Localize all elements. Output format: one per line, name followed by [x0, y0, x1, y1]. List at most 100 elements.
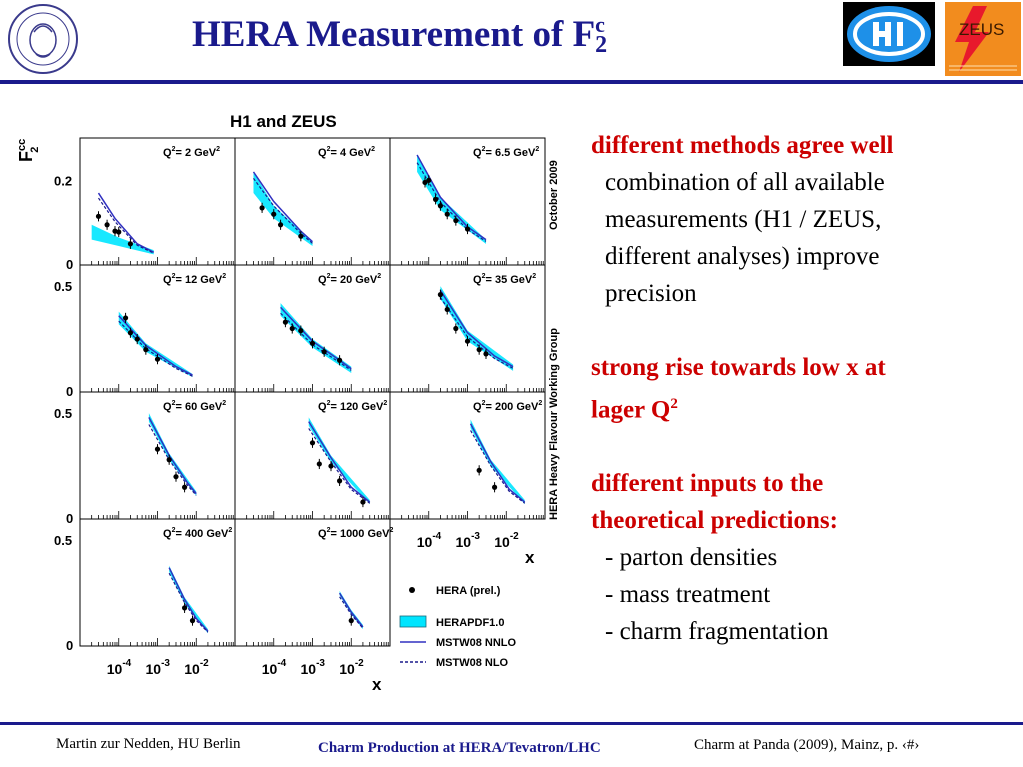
mstw-nnlo-curve	[148, 417, 197, 495]
bullet-heading-rise-2: lager Q2	[591, 396, 678, 424]
x-tick-label: 10-3	[146, 658, 171, 677]
data-point	[95, 213, 102, 219]
x-tick-label: 10-3	[456, 531, 481, 550]
mstw-nnlo-curve	[97, 192, 155, 253]
x-tick-label: 10-4	[107, 658, 132, 677]
x-tick-label: 10-4	[417, 531, 442, 550]
data-point	[321, 349, 327, 355]
panel-frame	[389, 264, 546, 393]
panel-q2-label: Q2= 120 GeV2	[318, 400, 387, 413]
herapdf-band	[470, 419, 525, 505]
legend-label: MSTW08 NNLO	[436, 637, 517, 649]
data-point	[444, 306, 450, 313]
bullet-heading-inputs: different inputs to the	[591, 470, 824, 498]
data-point	[336, 478, 343, 484]
panel-q2-label: Q2= 12 GeV2	[163, 273, 226, 286]
legend-marker-points	[409, 587, 415, 593]
data-point	[173, 474, 179, 480]
bullet-item: - parton densities	[605, 544, 778, 572]
panel-q2-label: Q2= 20 GeV2	[318, 273, 381, 286]
panel-q2-label: Q2= 400 GeV2	[163, 527, 232, 540]
data-point	[453, 325, 459, 332]
panel-q2-label: Q2= 60 GeV2	[163, 400, 226, 413]
data-point	[154, 446, 161, 452]
data-point	[437, 203, 444, 209]
data-point	[127, 330, 134, 336]
bullet-line: precision	[605, 280, 697, 307]
herapdf-band	[148, 413, 197, 496]
mstw-nnlo-curve	[439, 289, 514, 368]
panel-q2-label: Q2= 1000 GeV2	[318, 527, 394, 540]
footer-conference: Charm at Panda (2009), Mainz, p. ‹#›	[694, 737, 920, 753]
y-tick-label: 0	[66, 511, 73, 526]
zeus-logo-text: ZEUS	[959, 20, 1005, 39]
mstw-nnlo-curve	[168, 567, 209, 632]
data-point	[289, 325, 295, 332]
panel-frame	[79, 137, 236, 266]
x-tick-label: 10-2	[339, 658, 364, 677]
header-rule	[0, 80, 1023, 84]
footer-talk-title: Charm Production at HERA/Tevatron/LHC	[318, 740, 601, 756]
f2c-figure: H1 and ZEUS Fcc2 Q2= 2 GeV2 0.2 0 Q2= 4 GeV2 Q…	[16, 112, 560, 694]
data-point	[181, 605, 188, 611]
y-tick-label: 0.5	[54, 533, 72, 548]
data-point	[122, 315, 129, 321]
panel-frame	[79, 518, 236, 647]
y-tick-label: 0.5	[54, 406, 72, 421]
bullet-item: - charm fragmentation	[605, 618, 829, 646]
data-point	[309, 440, 316, 446]
mstw-nnlo-curve	[308, 421, 371, 503]
data-point	[259, 205, 265, 211]
data-point	[316, 461, 322, 467]
panel-frame	[79, 264, 236, 393]
bullet-line: combination of all available	[605, 169, 885, 196]
y-tick-label: 0	[66, 638, 73, 653]
mstw-nlo-curve	[97, 197, 155, 254]
y-tick-label: 0.2	[54, 173, 72, 188]
x-axis-label: x	[372, 675, 382, 694]
data-point	[309, 340, 316, 346]
side-label-date: October 2009	[548, 160, 560, 230]
mstw-nnlo-curve	[469, 423, 526, 503]
x-axis-label: x	[525, 548, 535, 567]
x-tick-label: 10-2	[184, 658, 209, 677]
mstw-nlo-curve	[470, 430, 526, 504]
panel-q2-label: Q2= 4 GeV2	[318, 146, 375, 159]
y-tick-label: 0	[66, 384, 73, 399]
data-point	[127, 241, 134, 247]
x-tick-label: 10-4	[262, 658, 287, 677]
panel-q2-label: Q2= 200 GeV2	[473, 400, 542, 413]
data-point	[298, 233, 304, 239]
data-point	[348, 618, 354, 624]
data-point	[432, 196, 439, 202]
legend-label: MSTW08 NLO	[436, 657, 509, 669]
data-point	[464, 338, 471, 344]
mstw-nlo-curve	[439, 297, 514, 369]
data-point	[476, 467, 482, 473]
panel-frame	[79, 391, 236, 520]
panel-q2-label: Q2= 6.5 GeV2	[473, 146, 539, 159]
herapdf-band	[169, 565, 208, 634]
y-tick-label: 0.5	[54, 279, 72, 294]
footer-author: Martin zur Nedden, HU Berlin	[56, 736, 241, 752]
legend-label: HERA (prel.)	[436, 585, 501, 597]
herapdf-band	[91, 224, 154, 255]
mstw-nlo-curve	[118, 320, 193, 377]
data-point	[154, 356, 161, 362]
x-tick-label: 10-2	[494, 531, 519, 550]
bullet-item: - mass treatment	[605, 581, 771, 609]
page-title: HERA Measurement of F2c	[192, 12, 608, 58]
data-point	[464, 226, 471, 232]
data-point	[426, 177, 432, 183]
panel-q2-label: Q2= 35 GeV2	[473, 273, 536, 286]
bullet-heading-inputs-2: theoretical predictions:	[591, 507, 838, 535]
data-point	[189, 618, 196, 624]
data-point	[104, 222, 110, 228]
bullet-line: measurements (H1 / ZEUS,	[605, 206, 882, 233]
panel-frame	[234, 264, 391, 393]
data-point	[298, 328, 304, 334]
herapdf-band	[308, 417, 370, 505]
bullet-heading-methods: different methods agree well	[591, 132, 894, 159]
mstw-nnlo-curve	[118, 315, 193, 376]
legend-label: HERAPDF1.0	[436, 617, 504, 629]
